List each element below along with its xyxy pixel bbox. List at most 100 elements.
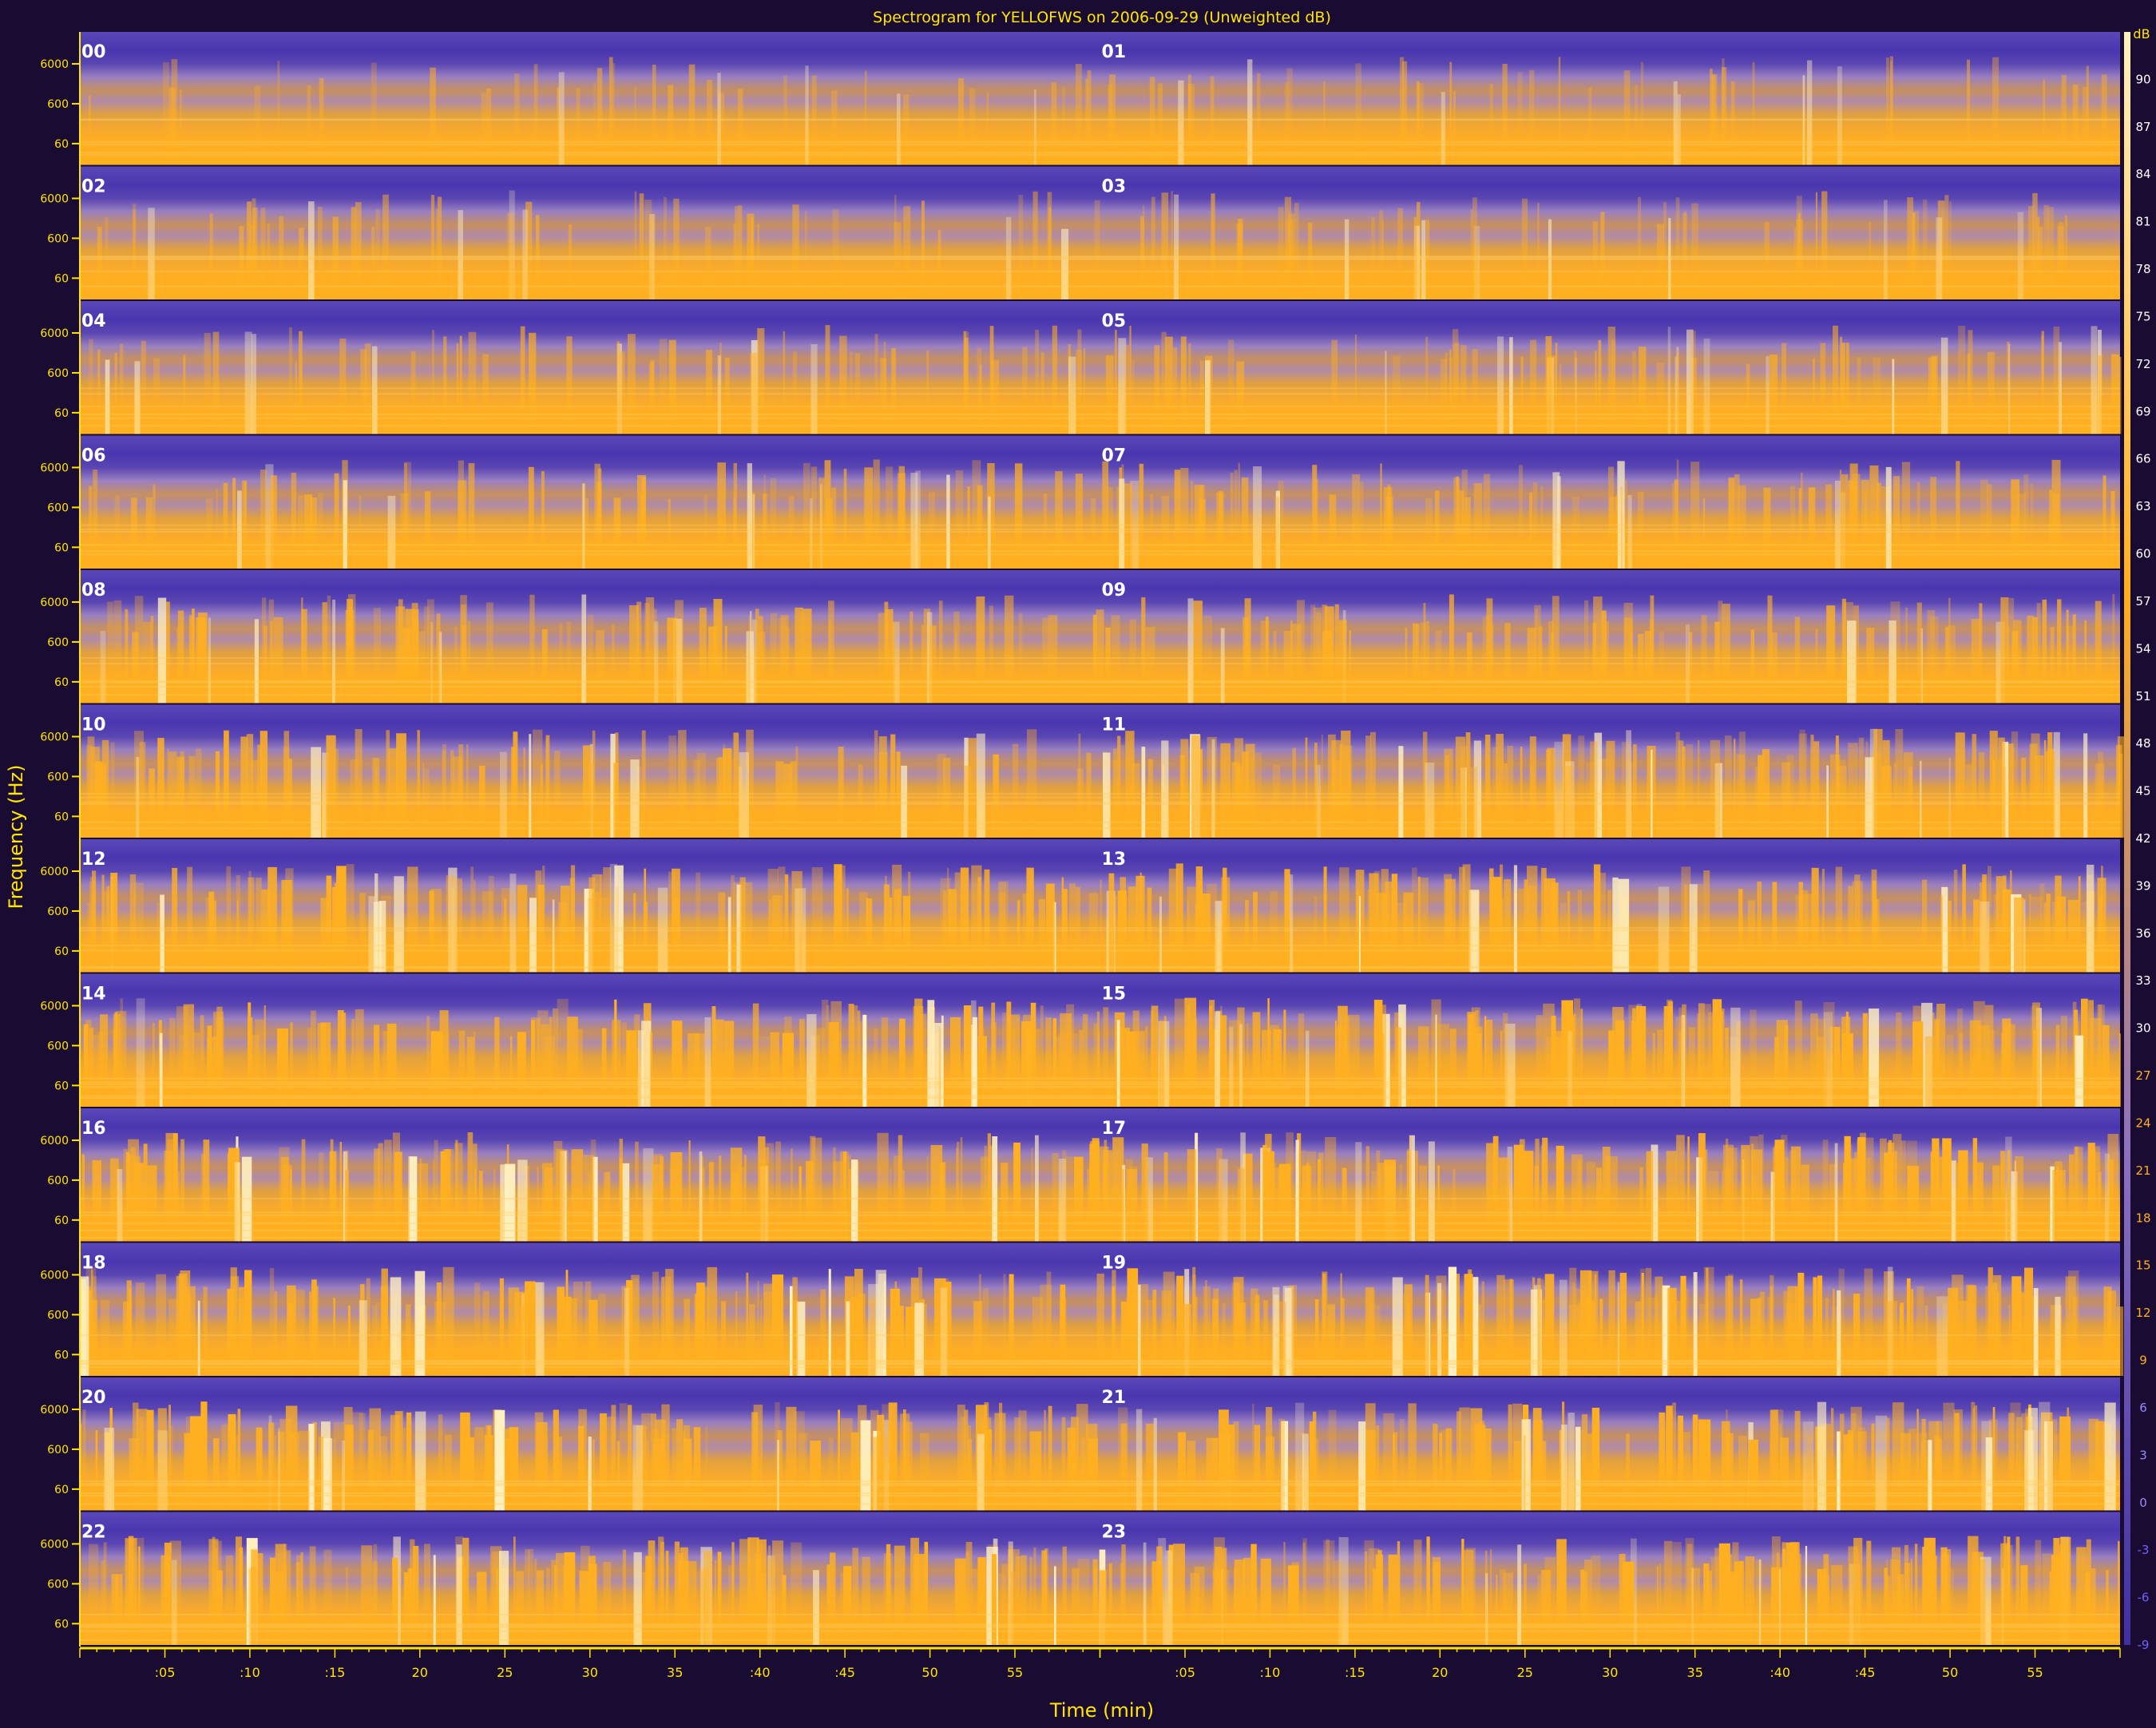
activity-streak: [2043, 204, 2049, 299]
activity-streak: [1381, 869, 1389, 973]
activity-streak: [644, 200, 652, 299]
activity-streak: [100, 1014, 109, 1107]
activity-streak: [1684, 884, 1688, 973]
activity-streak: [227, 1289, 234, 1376]
activity-streak: [1594, 732, 1603, 838]
activity-streak: [1278, 481, 1284, 569]
activity-streak: [1132, 1010, 1139, 1107]
activity-streak: [672, 1428, 677, 1511]
activity-streak: [442, 744, 446, 838]
activity-streak: [1835, 866, 1843, 973]
activity-streak: [283, 1544, 287, 1645]
activity-streak: [977, 877, 981, 973]
activity-streak: [588, 615, 594, 703]
hour-label: 22: [81, 1523, 106, 1543]
activity-streak: [1090, 497, 1096, 569]
activity-streak: [326, 875, 332, 973]
activity-streak: [1690, 331, 1696, 434]
activity-streak: [81, 1154, 85, 1242]
activity-streak: [1068, 356, 1076, 434]
activity-streak: [386, 1023, 397, 1107]
activity-streak: [960, 1137, 963, 1242]
activity-streak: [1797, 1272, 1805, 1376]
activity-streak: [1509, 337, 1513, 434]
activity-streak: [665, 1551, 669, 1645]
activity-streak: [668, 339, 676, 434]
activity-streak: [810, 344, 818, 434]
activity-streak: [273, 616, 283, 703]
activity-streak: [567, 621, 572, 703]
activity-streak: [2002, 741, 2009, 838]
activity-streak: [614, 865, 624, 973]
activity-streak: [456, 343, 459, 434]
activity-streak: [1534, 1166, 1540, 1242]
activity-streak: [1770, 1286, 1774, 1376]
activity-streak: [409, 1156, 418, 1242]
noise-line: [80, 285, 2120, 287]
activity-streak: [831, 487, 837, 569]
activity-streak: [977, 1557, 986, 1645]
noise-line: [80, 793, 2120, 795]
noise-line: [80, 949, 2120, 952]
activity-streak: [1949, 201, 1952, 299]
activity-streak: [771, 1274, 783, 1376]
activity-streak: [1877, 482, 1881, 569]
activity-streak: [688, 64, 696, 165]
activity-streak: [414, 1411, 426, 1511]
activity-streak: [1093, 1023, 1098, 1107]
activity-streak: [1557, 476, 1561, 569]
activity-streak: [1728, 1571, 1738, 1645]
activity-streak: [1192, 1296, 1198, 1376]
activity-streak: [153, 1023, 155, 1107]
activity-streak: [268, 1422, 275, 1511]
activity-streak: [1988, 1419, 1998, 1511]
activity-streak: [1449, 1028, 1456, 1107]
activity-streak: [675, 600, 684, 703]
x-tick-label: :10: [1260, 1665, 1281, 1680]
activity-streak: [1786, 755, 1794, 838]
activity-streak: [1441, 92, 1445, 165]
activity-streak: [641, 1413, 652, 1511]
activity-streak: [967, 486, 970, 569]
activity-streak: [1950, 1569, 1954, 1645]
activity-streak: [1671, 483, 1674, 569]
activity-streak: [1387, 485, 1391, 569]
activity-streak: [265, 464, 274, 569]
activity-streak: [129, 874, 137, 973]
activity-streak: [1465, 732, 1471, 838]
activity-streak: [1710, 69, 1713, 165]
spectrogram-band: [80, 32, 2120, 165]
activity-streak: [1885, 466, 1892, 569]
activity-streak: [260, 731, 268, 838]
activity-streak: [1559, 1429, 1562, 1511]
activity-streak: [500, 751, 507, 838]
activity-streak: [1413, 216, 1417, 299]
activity-streak: [396, 733, 406, 838]
activity-streak: [295, 1562, 300, 1645]
activity-streak: [343, 480, 347, 569]
activity-streak: [332, 216, 339, 299]
activity-streak: [1714, 763, 1722, 838]
activity-streak: [1785, 1542, 1797, 1645]
activity-streak: [1747, 900, 1755, 973]
activity-streak: [1725, 1139, 1729, 1242]
activity-streak: [1595, 351, 1597, 434]
activity-streak: [792, 351, 797, 434]
activity-streak: [613, 497, 621, 569]
activity-streak: [1205, 1280, 1207, 1376]
noise-line: [80, 1095, 2120, 1097]
activity-streak: [910, 611, 914, 703]
colorbar-unit-label: dB: [2133, 26, 2150, 42]
activity-streak: [1633, 744, 1637, 838]
freq-tick-label: 6000: [40, 731, 69, 743]
activity-streak: [1199, 499, 1206, 569]
activity-streak: [852, 1548, 858, 1645]
activity-streak: [1504, 879, 1512, 973]
activity-streak: [1798, 1554, 1801, 1645]
activity-streak: [976, 733, 985, 838]
activity-streak: [1821, 869, 1825, 973]
activity-streak: [891, 621, 895, 703]
activity-streak: [1472, 349, 1478, 434]
activity-streak: [723, 1304, 726, 1376]
activity-streak: [903, 94, 910, 165]
